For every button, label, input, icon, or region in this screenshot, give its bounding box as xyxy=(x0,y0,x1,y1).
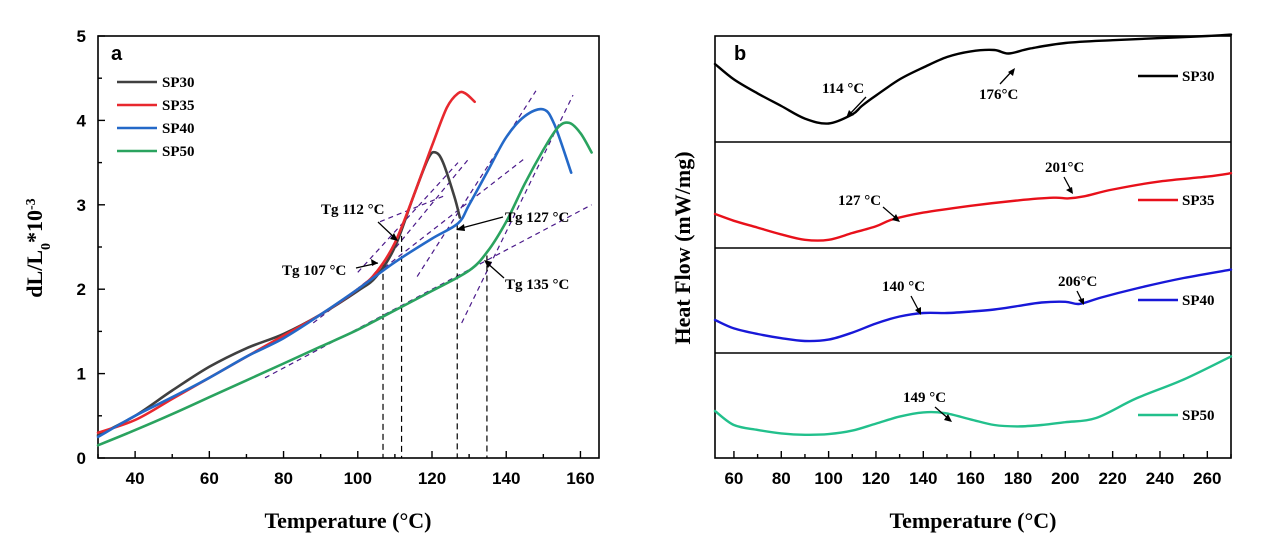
sp30-peak-114-label: 114 °C xyxy=(822,81,864,97)
sp40-peak-140-arrowhead xyxy=(915,307,921,315)
x-tick-label: 40 xyxy=(126,469,145,488)
x-tick-label: 60 xyxy=(724,469,743,488)
sp30-peak-114-arrowhead xyxy=(846,110,854,118)
x-tick-label: 160 xyxy=(566,469,594,488)
x-tick-label: 220 xyxy=(1098,469,1126,488)
x-tick-label: 80 xyxy=(274,469,293,488)
panel-b: b 60 80 100 120 140 160 180 200 220 240 260 SP30SP… xyxy=(670,33,1233,533)
tangent-line xyxy=(357,162,459,273)
sp50-peak-149-label: 149 °C xyxy=(903,390,946,406)
panel-a-legend: SP30 SP35 SP40 SP50 xyxy=(117,75,195,160)
tg-112-label: Tg 112 °C xyxy=(321,202,385,218)
y-tick-label: 3 xyxy=(77,196,86,215)
sp40-peak-206-label: 206°C xyxy=(1058,274,1097,290)
panel-a-annotations: Tg 107 °C Tg 112 °C Tg 127 °C Tg 135 °C xyxy=(282,202,569,293)
tg-107-arrowhead xyxy=(371,259,378,266)
legend-label-sp40: SP40 xyxy=(162,121,195,137)
panel-a-tangent-lines xyxy=(264,90,592,379)
tg-107-label: Tg 107 °C xyxy=(282,263,346,279)
y-tick-label: 0 xyxy=(77,449,86,468)
y-tick-label: 1 xyxy=(77,365,86,384)
panel-b-y-axis-label: Heat Flow (mW/mg) xyxy=(670,151,695,344)
sp30-peak-176-arrowhead xyxy=(1008,68,1015,76)
sp35-peak-201-label: 201°C xyxy=(1045,160,1084,176)
panel-a-label: a xyxy=(111,43,123,65)
dsc-legend-label-sp50: SP50 xyxy=(1182,408,1215,424)
y-tick-label: 2 xyxy=(77,280,86,299)
x-tick-label: 120 xyxy=(418,469,446,488)
sp40-peak-140-label: 140 °C xyxy=(882,279,925,295)
dsc-legend-label-sp35: SP35 xyxy=(1182,193,1215,209)
sp40-peak-206-arrowhead xyxy=(1078,298,1084,305)
x-tick-label: 120 xyxy=(862,469,890,488)
panel-a-x-axis-label: Temperature (°C) xyxy=(264,508,431,533)
panel-b-x-axis-label: Temperature (°C) xyxy=(889,508,1056,533)
panel-a: a 40 60 80 100 120 140 160 0 1 2 3 4 5 dL/L0*10-3 Te… xyxy=(22,27,600,533)
x-tick-label: 260 xyxy=(1193,469,1221,488)
panel-b-series xyxy=(713,33,1233,437)
series-sp40 xyxy=(96,107,573,439)
legend-label-sp30: SP30 xyxy=(162,75,195,91)
x-tick-label: 140 xyxy=(909,469,937,488)
x-tick-label: 200 xyxy=(1051,469,1079,488)
panel-b-ticks: 60 80 100 120 140 160 180 200 220 240 260 xyxy=(724,451,1232,488)
tg-135-arrowhead xyxy=(484,260,492,268)
x-tick-label: 80 xyxy=(772,469,791,488)
x-tick-label: 60 xyxy=(200,469,219,488)
panel-a-y-axis-label: dL/L0*10-3 xyxy=(22,198,54,297)
tangent-line xyxy=(416,90,537,277)
x-tick-label: 160 xyxy=(956,469,984,488)
tg-127-arrow xyxy=(457,216,504,230)
x-tick-label: 100 xyxy=(344,469,372,488)
x-tick-label: 100 xyxy=(814,469,842,488)
sp35-peak-127-label: 127 °C xyxy=(838,193,881,209)
tg-127-arrowhead xyxy=(456,224,465,231)
y-tick-label: 5 xyxy=(77,27,86,46)
tangent-line xyxy=(379,195,444,223)
tg-112-arrowhead xyxy=(390,233,398,241)
panel-b-label: b xyxy=(734,43,746,65)
panel-a-series xyxy=(96,90,593,447)
legend-label-sp50: SP50 xyxy=(162,144,195,160)
dsc-series-sp40 xyxy=(713,268,1233,343)
sp30-peak-176-label: 176°C xyxy=(979,87,1018,103)
x-tick-label: 240 xyxy=(1146,469,1174,488)
tg-127-label: Tg 127 °C xyxy=(505,210,569,226)
dsc-legend-label-sp40: SP40 xyxy=(1182,293,1215,309)
tg-135-label: Tg 135 °C xyxy=(505,277,569,293)
panel-a-ticks: 40 60 80 100 120 140 160 0 1 2 3 4 5 xyxy=(77,27,595,488)
x-tick-label: 140 xyxy=(492,469,520,488)
tangent-line xyxy=(264,204,592,379)
sp35-peak-201-arrowhead xyxy=(1066,187,1073,194)
dsc-series-sp35 xyxy=(713,172,1233,242)
dsc-legend-label-sp30: SP30 xyxy=(1182,69,1215,85)
x-tick-label: 180 xyxy=(1004,469,1032,488)
panel-b-annotations: 114 °C 176°C 127 °C 201°C 140 °C 206°C 1… xyxy=(822,68,1097,422)
series-sp50 xyxy=(96,121,593,447)
series-sp30 xyxy=(96,150,462,437)
panel-a-tg-dropdown-lines xyxy=(382,223,488,458)
svg-text:dL/L0*10-3: dL/L0*10-3 xyxy=(22,198,54,297)
y-tick-label: 4 xyxy=(77,111,87,130)
sp50-peak-149-arrowhead xyxy=(944,414,952,422)
panel-b-legends: SP30 SP35 SP40 SP50 xyxy=(1138,69,1215,424)
dsc-series-sp50 xyxy=(713,355,1233,437)
sp35-peak-127-arrowhead xyxy=(892,214,900,222)
legend-label-sp35: SP35 xyxy=(162,98,195,114)
panel-b-plot-frame xyxy=(714,35,1232,459)
dsc-series-sp30 xyxy=(713,33,1233,125)
